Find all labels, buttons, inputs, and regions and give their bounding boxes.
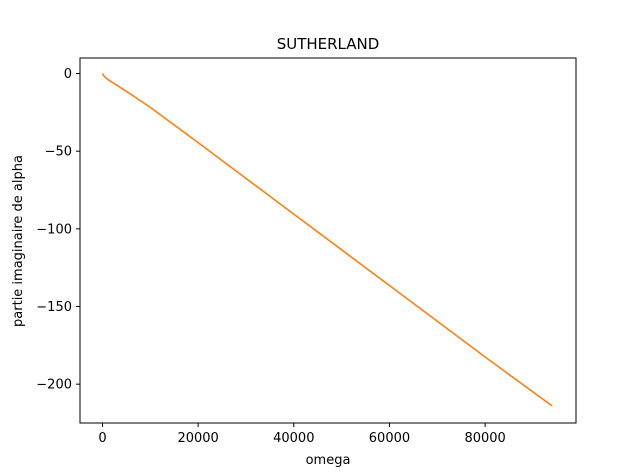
y-axis-label: partie imaginaire de alpha [11,155,26,327]
chart-title: SUTHERLAND [277,35,380,53]
series-line-0 [101,73,553,407]
x-tick-label: 20000 [177,431,218,446]
x-tick-label: 60000 [369,431,410,446]
y-tick-label: −150 [36,300,72,315]
x-tick-label: 0 [98,431,106,446]
x-axis: 0 20000 40000 60000 80000 [98,423,506,446]
y-tick-label: −100 [36,222,72,237]
x-axis-label: omega [306,453,351,468]
plot-area [79,57,577,424]
y-tick-label: 0 [64,67,72,82]
x-tick-label: 40000 [273,431,314,446]
y-axis: 0 −50 −100 −150 −200 [36,67,80,393]
y-tick-label: −50 [45,145,72,160]
y-tick-label: −200 [36,378,72,393]
plot-frame [79,57,577,424]
x-tick-label: 80000 [464,431,505,446]
